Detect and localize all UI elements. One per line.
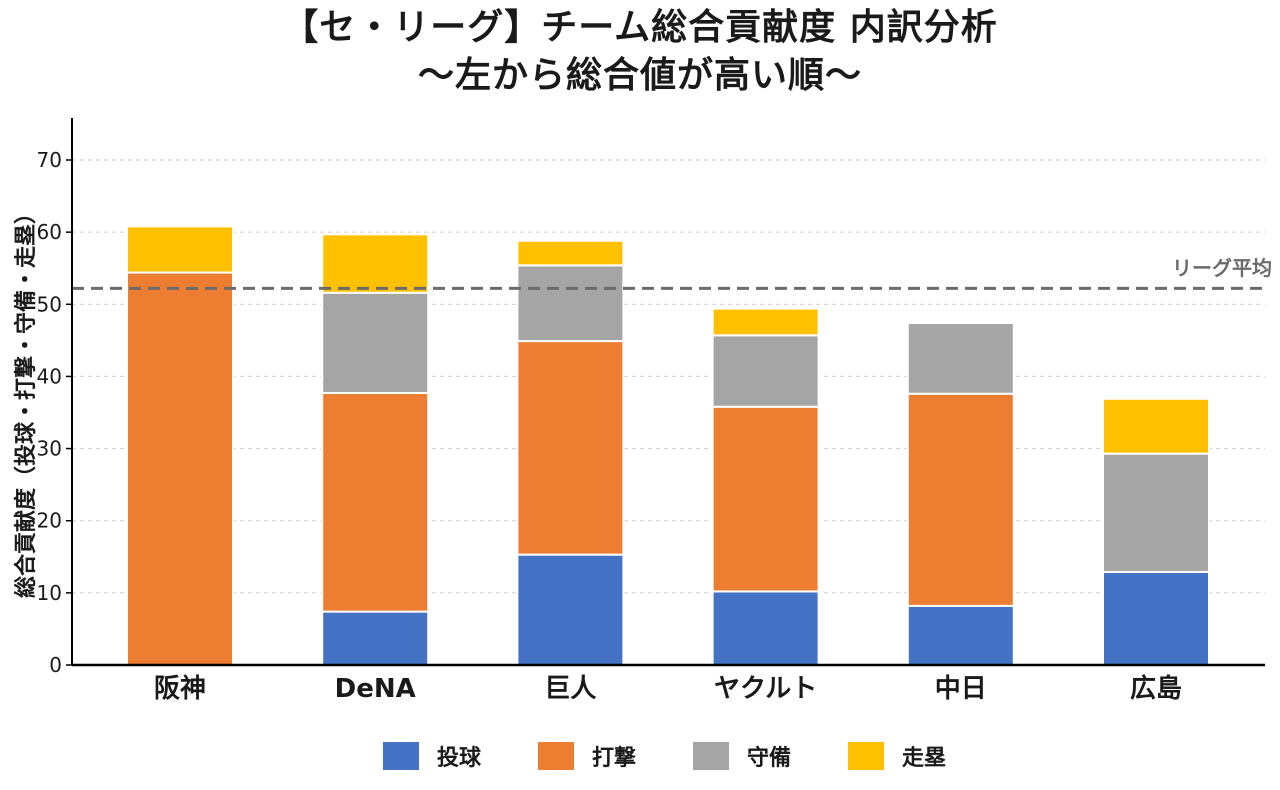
legend-label-pitching: 投球 <box>437 746 482 771</box>
x-tick-label-3: ヤクルト <box>714 674 817 704</box>
y-tick-label-0: 0 <box>49 653 62 677</box>
bar-segment-巨人-打撃 <box>516 340 625 556</box>
y-axis-title: 総合貢献度（投球・打撃・守備・走塁） <box>14 201 39 599</box>
x-tick-label-4: 中日 <box>935 674 987 704</box>
league-average-label: リーグ平均 <box>1172 256 1272 280</box>
y-tick-label-40: 40 <box>37 364 62 388</box>
bar-segment-広島-投球 <box>1102 570 1210 667</box>
legend-label-baserunning: 走塁 <box>902 746 947 771</box>
legend-item-baserunning: 走塁 <box>848 740 946 772</box>
bar-segment-中日-投球 <box>906 604 1015 666</box>
legend-item-batting: 打撃 <box>538 740 636 772</box>
y-tick-label-70: 70 <box>37 148 62 172</box>
legend-item-pitching: 投球 <box>383 740 481 772</box>
y-axis-title-wrap: 総合貢献度（投球・打撃・守備・走塁） <box>0 0 48 790</box>
y-tick-label-10: 10 <box>37 581 62 605</box>
bar-segment-DeNA-投球 <box>321 610 430 666</box>
bar-segment-中日-打撃 <box>906 392 1015 607</box>
legend-label-batting: 打撃 <box>592 746 637 771</box>
legend-swatch-fielding <box>693 742 729 770</box>
y-tick-label-20: 20 <box>37 509 62 533</box>
bar-segment-DeNA-打撃 <box>321 392 430 613</box>
bar-segment-巨人-走塁 <box>516 239 625 267</box>
bar-segment-ヤクルト-投球 <box>711 590 820 667</box>
bar-segment-阪神-打撃 <box>126 271 234 666</box>
bar-segment-広島-走塁 <box>1102 397 1210 455</box>
legend-swatch-pitching <box>383 742 419 770</box>
legend-label-fielding: 守備 <box>747 746 792 771</box>
x-tick-label-1: DeNA <box>335 674 416 704</box>
bar-segment-阪神-走塁 <box>126 225 234 274</box>
bar-segment-DeNA-守備 <box>321 291 430 395</box>
legend-swatch-batting <box>538 742 574 770</box>
x-tick-label-0: 阪神 <box>154 674 206 704</box>
y-tick-label-30: 30 <box>37 437 62 461</box>
chart-title-line2: 〜左から総合値が高い順〜 <box>417 55 862 96</box>
bar-segment-広島-守備 <box>1102 452 1210 573</box>
legend-swatch-baserunning <box>848 742 884 770</box>
bar-segment-巨人-守備 <box>516 264 625 343</box>
legend: 投球 打撃 守備 走塁 <box>0 740 1280 774</box>
bar-segment-ヤクルト-守備 <box>711 334 820 408</box>
bar-segment-DeNA-走塁 <box>321 233 430 294</box>
bar-segment-ヤクルト-打撃 <box>711 405 820 593</box>
chart-title-line1: 【セ・リーグ】チーム総合貢献度 内訳分析 <box>282 7 998 48</box>
bar-segment-巨人-投球 <box>516 553 625 666</box>
y-tick-label-60: 60 <box>37 220 62 244</box>
y-tick-label-50: 50 <box>37 292 62 316</box>
x-tick-label-5: 広島 <box>1130 673 1182 704</box>
bar-segment-ヤクルト-走塁 <box>711 307 820 337</box>
bar-segment-中日-守備 <box>906 322 1015 395</box>
legend-item-fielding: 守備 <box>693 740 791 772</box>
x-tick-label-2: 巨人 <box>544 674 596 704</box>
